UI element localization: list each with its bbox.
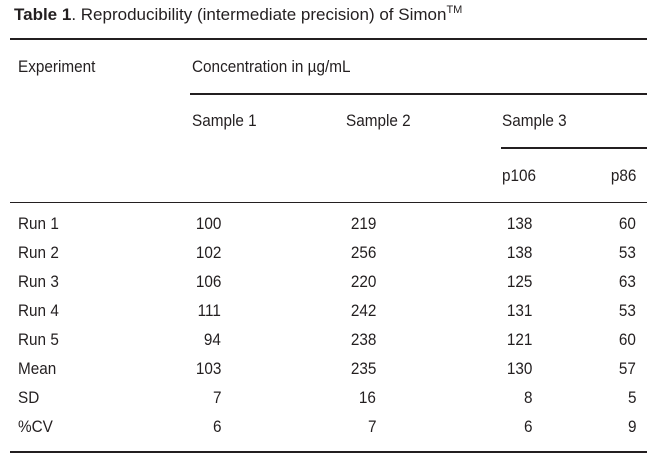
p106-value: 125 (506, 272, 532, 291)
sample2-value: 242 (350, 301, 376, 320)
row-label: Run 2 (18, 243, 59, 262)
sample1-value: 6 (212, 417, 221, 436)
p106-value: 138 (506, 243, 532, 262)
sample1-value: 94 (203, 330, 221, 349)
p86-header: p86 (610, 166, 636, 185)
sample1-value: 111 (197, 301, 221, 320)
sample2-value: 256 (350, 243, 376, 262)
table-caption: Table 1. Reproducibility (intermediate p… (14, 5, 462, 25)
caption-label: Table 1 (14, 5, 72, 24)
sample1-value: 7 (212, 388, 221, 407)
row-label: Mean (18, 359, 57, 378)
row-label: SD (18, 388, 40, 407)
p86-value: 63 (618, 272, 636, 291)
concentration-rule (190, 93, 647, 95)
p86-value: 5 (627, 388, 636, 407)
concentration-header: Concentration in µg/mL (192, 57, 351, 76)
sample1-value: 100 (195, 214, 221, 233)
sample2-value: 16 (358, 388, 376, 407)
sample3-header: Sample 3 (502, 111, 567, 130)
experiment-header: Experiment (18, 57, 96, 76)
p106-value: 121 (506, 330, 532, 349)
p106-value: 130 (506, 359, 532, 378)
p86-value: 53 (618, 243, 636, 262)
row-label: Run 3 (18, 272, 59, 291)
sample2-value: 220 (350, 272, 376, 291)
caption-text: . Reproducibility (intermediate precisio… (71, 5, 447, 24)
sample1-value: 106 (195, 272, 221, 291)
p106-value: 138 (506, 214, 532, 233)
sample1-value: 102 (195, 243, 221, 262)
p106-value: 6 (523, 417, 532, 436)
p86-value: 53 (618, 301, 636, 320)
sample2-value: 235 (350, 359, 376, 378)
p86-value: 9 (627, 417, 636, 436)
sample1-value: 103 (195, 359, 221, 378)
sample2-value: 7 (367, 417, 376, 436)
sample3-rule (501, 147, 647, 149)
p106-header: p106 (502, 166, 537, 185)
p86-value: 57 (618, 359, 636, 378)
row-label: Run 4 (18, 301, 59, 320)
sample2-value: 238 (350, 330, 376, 349)
row-label: Run 1 (18, 214, 59, 233)
sample2-header: Sample 2 (346, 111, 411, 130)
p106-value: 131 (506, 301, 532, 320)
bottom-rule (10, 451, 647, 453)
sample1-header: Sample 1 (192, 111, 257, 130)
row-label: Run 5 (18, 330, 59, 349)
caption-superscript: TM (446, 4, 463, 16)
row-label: %CV (18, 417, 53, 436)
top-rule (10, 38, 647, 40)
header-bottom-rule (10, 202, 647, 203)
sample2-value: 219 (350, 214, 376, 233)
p86-value: 60 (618, 330, 636, 349)
p86-value: 60 (618, 214, 636, 233)
p106-value: 8 (523, 388, 532, 407)
